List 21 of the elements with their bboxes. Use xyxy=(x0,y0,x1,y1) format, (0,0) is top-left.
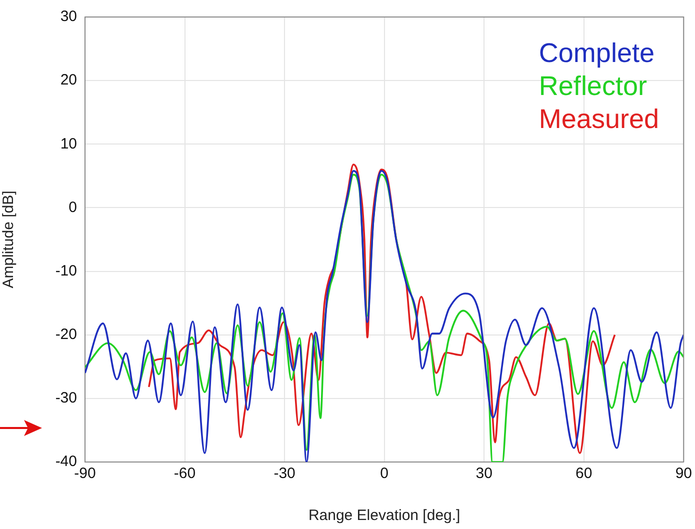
x-tick-label: 0 xyxy=(380,465,388,482)
y-axis-title: Amplitude [dB] xyxy=(0,190,18,288)
text: Reflector xyxy=(538,71,647,102)
y-tick-label: -30 xyxy=(55,390,77,407)
x-tick-label: 90 xyxy=(675,465,692,482)
y-tick-label: 10 xyxy=(60,135,77,152)
line-series xyxy=(148,164,616,454)
x-tick-label: 60 xyxy=(576,465,592,482)
x-tick-label: -60 xyxy=(174,465,196,482)
x-tick-label: -90 xyxy=(74,465,96,482)
y-tick-label: 20 xyxy=(60,72,77,89)
text: Complete xyxy=(538,38,654,69)
y-tick-label: -10 xyxy=(55,262,77,280)
y-tick-label: -20 xyxy=(55,326,77,343)
y-tick-label: 30 xyxy=(60,8,77,26)
text: Measured xyxy=(538,104,659,135)
y-tick-label: 0 xyxy=(68,198,77,216)
x-axis-title: Range Elevation [deg.] xyxy=(308,507,460,524)
x-tick-label: -30 xyxy=(274,465,296,482)
x-tick-label: 30 xyxy=(476,465,492,482)
y-tick-label: -40 xyxy=(55,453,77,470)
